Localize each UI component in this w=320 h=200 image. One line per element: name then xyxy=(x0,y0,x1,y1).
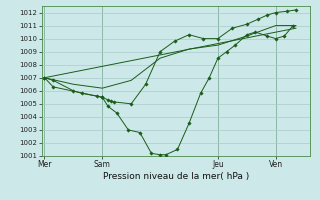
X-axis label: Pression niveau de la mer( hPa ): Pression niveau de la mer( hPa ) xyxy=(103,172,249,181)
